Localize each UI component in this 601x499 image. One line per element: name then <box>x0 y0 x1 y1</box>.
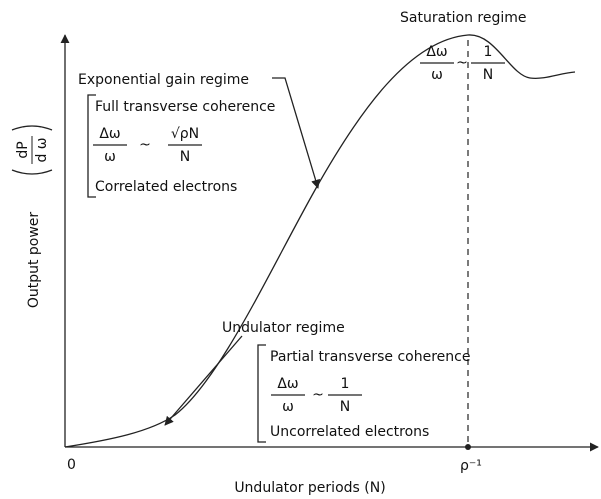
power-curve <box>64 34 576 448</box>
pointer <box>164 335 243 426</box>
relation: ~ <box>312 387 324 403</box>
x-origin: 0 <box>67 457 76 473</box>
regime-title: Undulator regime <box>222 320 345 336</box>
formula: Δω ω ~1 N <box>420 44 505 83</box>
electrons: Correlated electrons <box>95 179 237 195</box>
numerator: √ρN <box>171 126 199 142</box>
property: Full transverse coherence <box>95 99 275 115</box>
bracket <box>87 94 96 198</box>
denominator: N <box>483 67 493 83</box>
denominator: d ω <box>34 137 50 162</box>
numerator: Δω <box>99 126 120 142</box>
denominator: ω <box>431 67 443 83</box>
formula: Δω ω ~1 N <box>271 376 362 415</box>
parentheses <box>11 125 53 175</box>
electrons: Uncorrelated electrons <box>270 424 429 440</box>
denominator: ω <box>104 149 116 165</box>
regime-title: Exponential gain regime <box>78 72 249 88</box>
pointer <box>272 77 321 189</box>
relation: ~ <box>456 55 468 71</box>
property: Partial transverse coherence <box>270 349 470 365</box>
denominator: N <box>340 399 350 415</box>
denominator: N <box>180 149 190 165</box>
relation: ~ <box>139 137 151 153</box>
regime-title: Saturation regime <box>400 10 527 26</box>
numerator: Δω <box>426 44 447 60</box>
x-label: Undulator periods (N) <box>234 480 385 496</box>
y-fraction: dP d ω <box>11 125 53 175</box>
numerator: dP <box>15 141 31 158</box>
numerator: Δω <box>277 376 298 392</box>
denominator: ω <box>282 399 294 415</box>
numerator: 1 <box>341 376 350 392</box>
formula: Δω ω ~ √ρN N <box>93 126 202 165</box>
marker-dot <box>465 444 471 450</box>
y-label: Output power <box>26 212 42 309</box>
numerator: 1 <box>484 44 493 60</box>
x-marker: ρ⁻¹ <box>460 458 482 474</box>
bracket <box>257 344 266 443</box>
